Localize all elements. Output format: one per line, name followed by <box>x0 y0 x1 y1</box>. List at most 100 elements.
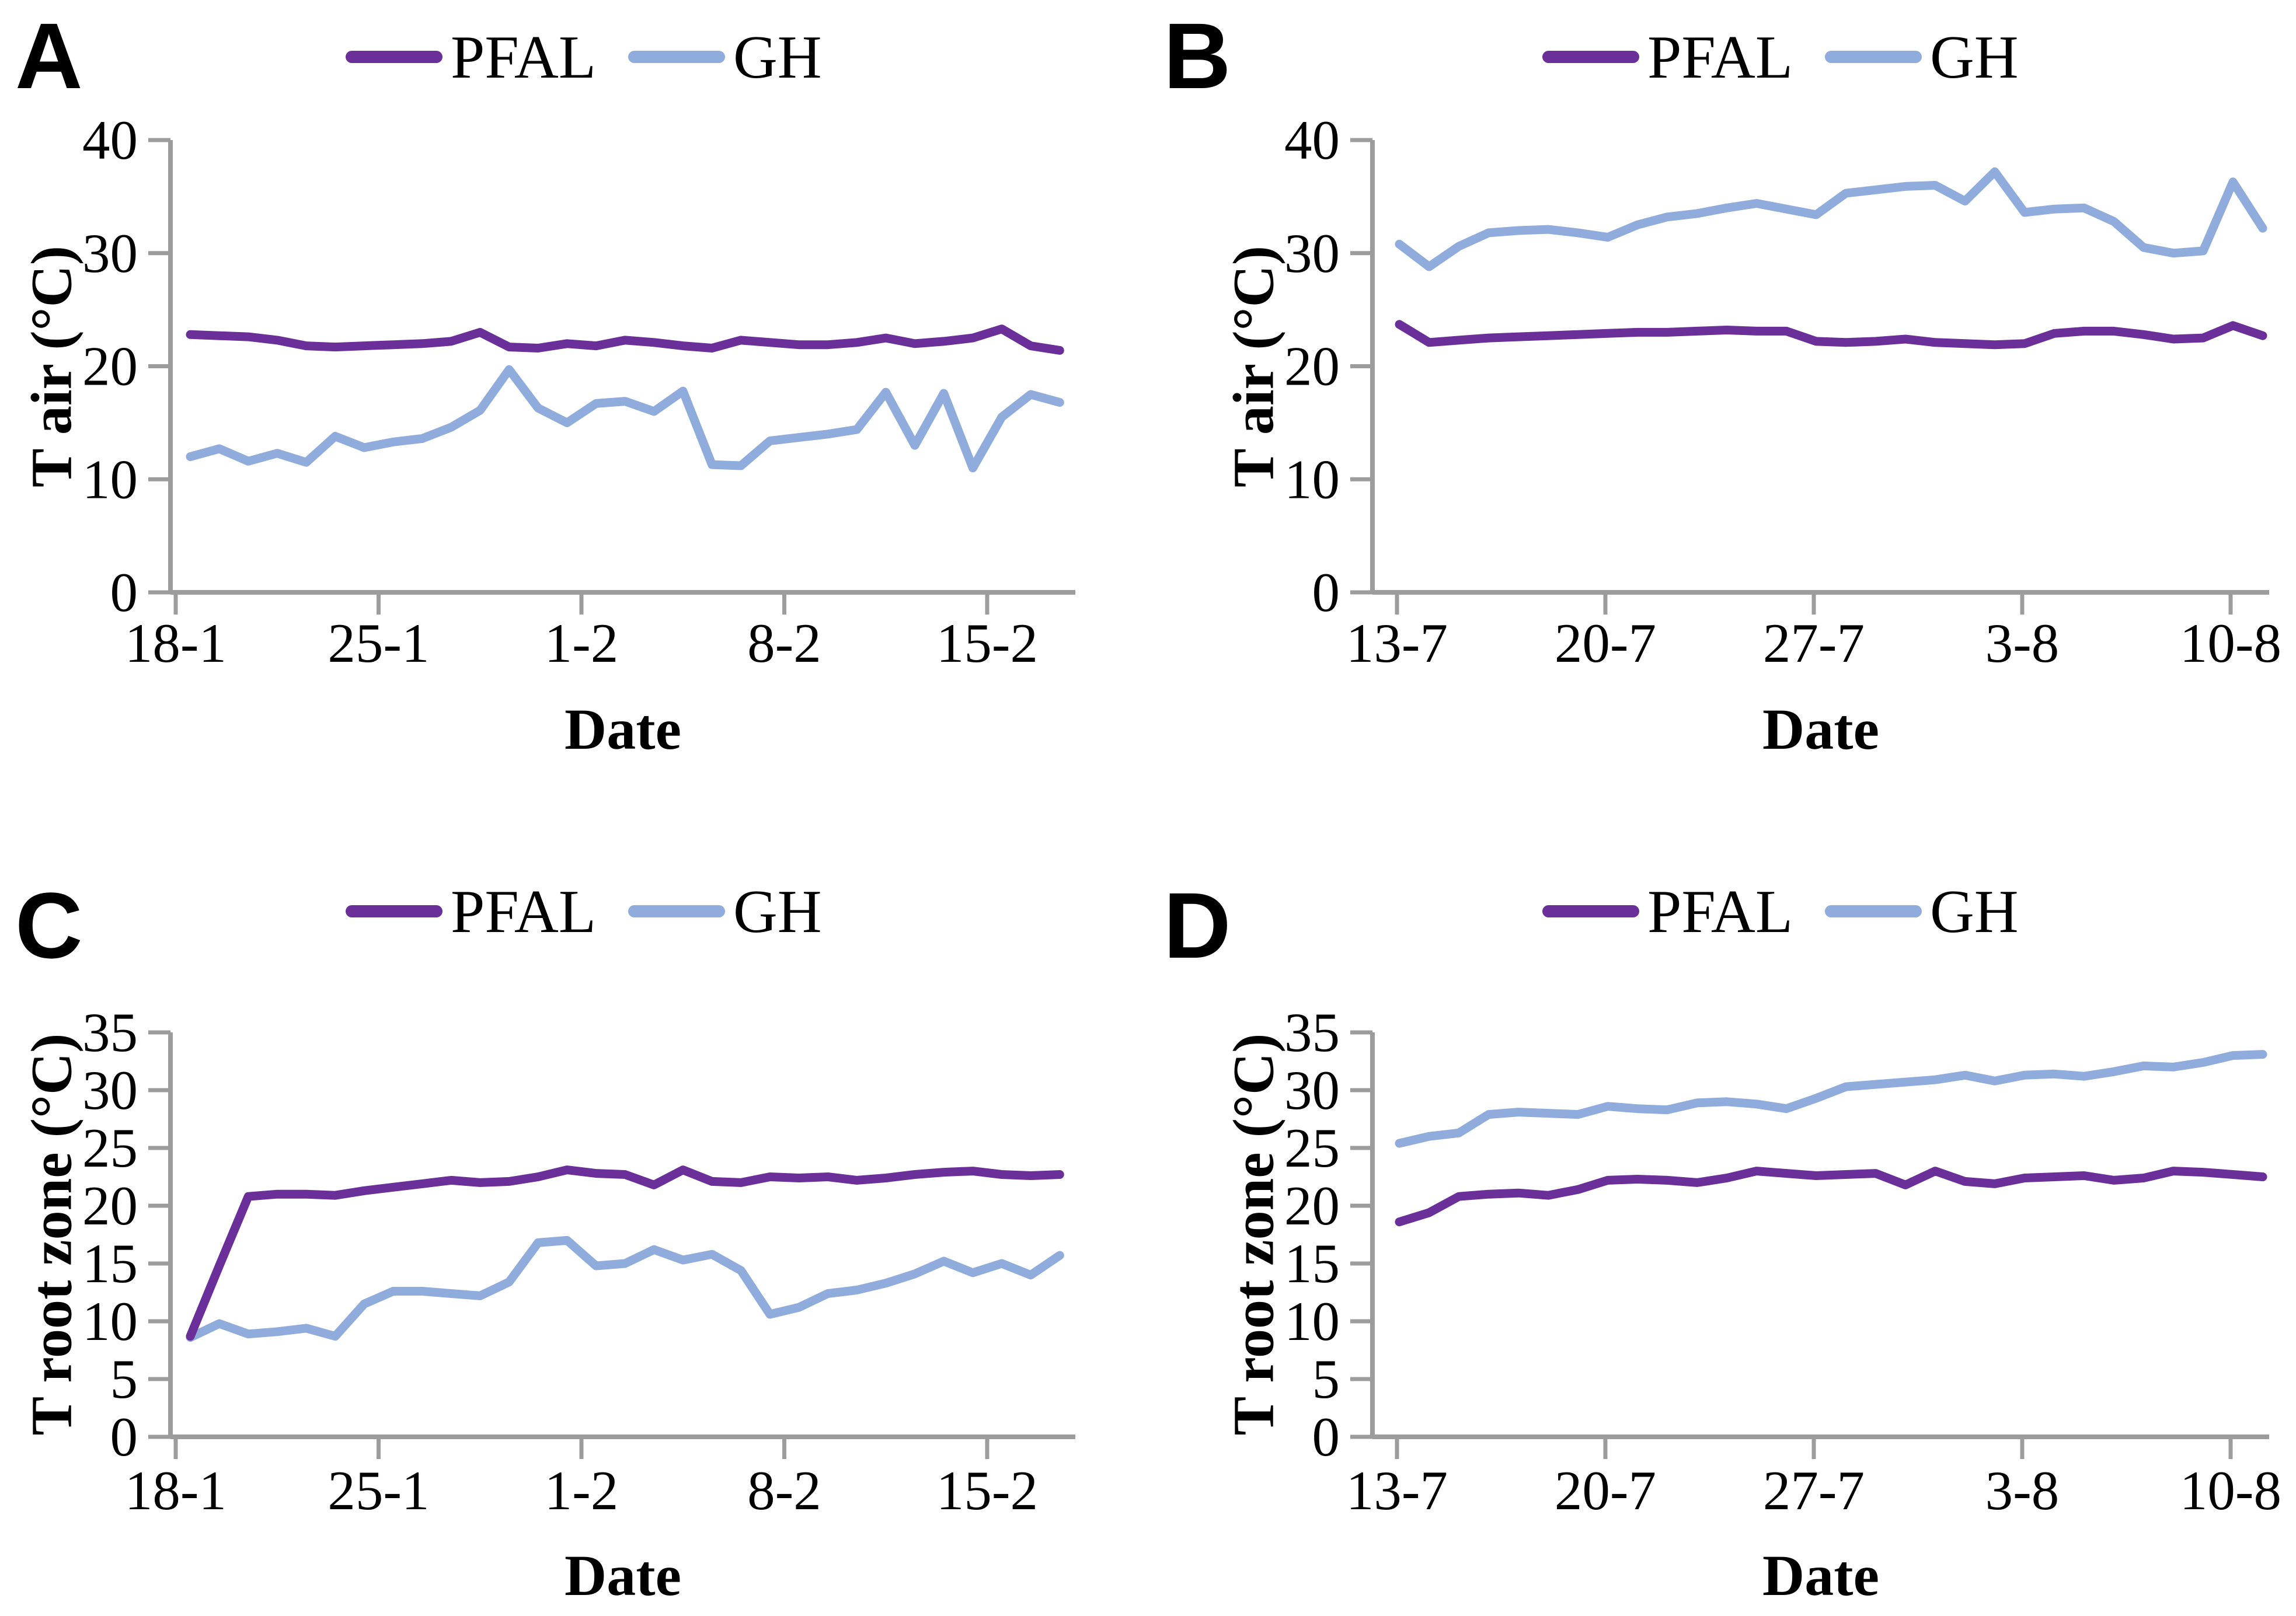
legend-label-gh: GH <box>1929 23 2019 91</box>
chart-b: 0 10 20 30 40 13-7 20-7 27-7 3-8 10-8 <box>1284 109 2281 674</box>
x-tick-label: 25-1 <box>327 612 429 674</box>
y-tick-label: 35 <box>82 1001 138 1063</box>
legend-item-pfal: PFAL <box>346 873 596 950</box>
panel-letter-a: A <box>15 4 83 108</box>
pfal-series-line <box>186 324 1064 355</box>
x-tick-label: 15-2 <box>936 612 1038 674</box>
legend-label-gh: GH <box>733 23 822 91</box>
y-tick-label: 0 <box>1312 561 1340 623</box>
x-tick-label: 13-7 <box>1346 1460 1448 1521</box>
y-tick-label: 30 <box>1284 1059 1340 1121</box>
legend-item-pfal: PFAL <box>1542 19 1793 95</box>
x-tick-label: 10-8 <box>2180 1460 2281 1521</box>
legend-b: PFAL GH <box>1542 19 2019 95</box>
y-tick-label: 15 <box>82 1233 138 1294</box>
y-tick-label: 15 <box>1284 1233 1340 1294</box>
legend-label-gh: GH <box>1929 877 2019 945</box>
y-tick-label: 20 <box>82 1175 138 1237</box>
x-tick-label: 3-8 <box>1985 1460 2060 1521</box>
y-tick-label: 25 <box>82 1117 138 1179</box>
gh-line-swatch-icon <box>628 51 725 64</box>
x-tick-label: 20-7 <box>1555 1460 1656 1521</box>
x-axis-title: Date <box>565 697 681 762</box>
y-axis-title: T air (°C) <box>19 245 84 488</box>
y-tick-label: 0 <box>110 1406 138 1468</box>
x-tick-label: 3-8 <box>1985 612 2060 674</box>
legend-label-pfal: PFAL <box>451 23 596 91</box>
y-tick-label: 10 <box>82 448 138 510</box>
y-axis-title: T root zone (°C) <box>1221 1033 1286 1436</box>
legend-item-pfal: PFAL <box>1542 873 1793 950</box>
y-tick-label: 0 <box>1312 1406 1340 1468</box>
legend-label-pfal: PFAL <box>1647 23 1793 91</box>
y-tick-label: 40 <box>82 109 138 171</box>
panel-c: C PFAL GH 0 5 10 15 20 25 30 35 18-1 25-1 1-2 8-2 15… <box>0 808 1148 1616</box>
legend-item-gh: GH <box>1824 19 2019 95</box>
panel-b: B PFAL GH 0 10 20 30 40 13-7 20-7 27-7 3-8 10-8 T… <box>1148 0 2296 808</box>
pfal-series-line <box>1395 320 2267 350</box>
gh-line-swatch-icon <box>628 905 725 918</box>
y-axis-title: T root zone (°C) <box>19 1033 84 1436</box>
panel-letter-d: D <box>1163 873 1231 978</box>
x-tick-label: 15-2 <box>936 1460 1038 1521</box>
y-tick-label: 0 <box>110 561 138 623</box>
x-tick-label: 18-1 <box>125 1460 227 1521</box>
gh-line-swatch-icon <box>1824 51 1922 64</box>
x-axis-title: Date <box>565 1543 681 1608</box>
gh-series-line <box>186 365 1064 473</box>
x-tick-label: 27-7 <box>1763 612 1865 674</box>
y-tick-label: 40 <box>1284 109 1340 171</box>
legend-label-pfal: PFAL <box>451 877 596 945</box>
gh-series-line <box>1395 1050 2267 1148</box>
y-tick-label: 25 <box>1284 1117 1340 1179</box>
y-tick-label: 30 <box>82 222 138 284</box>
y-tick-label: 5 <box>110 1348 138 1410</box>
legend-item-gh: GH <box>628 873 822 950</box>
legend-item-gh: GH <box>628 19 822 95</box>
panel-letter-c: C <box>15 873 83 978</box>
x-tick-label: 1-2 <box>545 612 619 674</box>
x-tick-label: 18-1 <box>125 612 227 674</box>
gh-series-line <box>1395 167 2267 271</box>
pfal-line-swatch-icon <box>346 51 443 64</box>
pfal-line-swatch-icon <box>1542 905 1639 918</box>
legend-item-pfal: PFAL <box>346 19 596 95</box>
y-tick-label: 20 <box>1284 336 1340 397</box>
legend-d: PFAL GH <box>1542 873 2019 950</box>
gh-series-line <box>186 1235 1064 1342</box>
pfal-line-swatch-icon <box>1542 51 1639 64</box>
panel-letter-b: B <box>1163 4 1231 108</box>
panel-a: A PFAL GH 0 10 20 30 40 18-1 25-1 1-2 8-2 15-2 T … <box>0 0 1148 808</box>
y-tick-label: 5 <box>1312 1348 1340 1410</box>
x-tick-label: 13-7 <box>1346 612 1448 674</box>
y-tick-label: 20 <box>82 336 138 397</box>
y-tick-label: 10 <box>1284 1290 1340 1352</box>
y-tick-label: 20 <box>1284 1175 1340 1237</box>
chart-a: 0 10 20 30 40 18-1 25-1 1-2 8-2 15-2 <box>82 109 1075 674</box>
x-tick-label: 27-7 <box>1763 1460 1865 1521</box>
gh-line-swatch-icon <box>1824 905 1922 918</box>
legend-c: PFAL GH <box>346 873 822 950</box>
x-tick-label: 25-1 <box>327 1460 429 1521</box>
x-tick-label: 8-2 <box>747 612 821 674</box>
y-tick-label: 35 <box>1284 1001 1340 1063</box>
legend-label-pfal: PFAL <box>1647 877 1793 945</box>
x-tick-label: 1-2 <box>545 1460 619 1521</box>
y-axis-title: T air (°C) <box>1221 245 1286 488</box>
x-axis-title: Date <box>1762 697 1879 762</box>
x-tick-label: 10-8 <box>2180 612 2281 674</box>
y-tick-label: 30 <box>82 1059 138 1121</box>
legend-item-gh: GH <box>1824 873 2019 950</box>
legend-label-gh: GH <box>733 877 822 945</box>
x-axis-title: Date <box>1762 1543 1879 1608</box>
x-tick-label: 8-2 <box>747 1460 821 1521</box>
pfal-line-swatch-icon <box>346 905 443 918</box>
pfal-series-line <box>186 1165 1064 1341</box>
y-tick-label: 30 <box>1284 222 1340 284</box>
panel-d: D PFAL GH 0 5 10 15 20 25 30 35 13-7 20-7 27-7 3-8 1… <box>1148 808 2296 1616</box>
y-tick-label: 10 <box>82 1290 138 1352</box>
legend-a: PFAL GH <box>346 19 822 95</box>
